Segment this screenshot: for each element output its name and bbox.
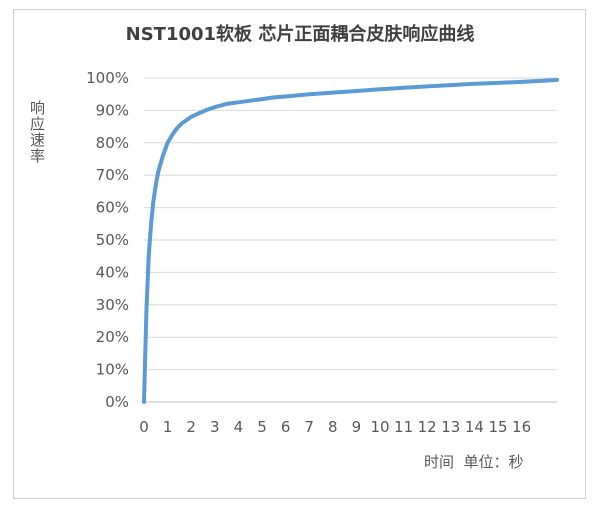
y-tick-label: 40% bbox=[96, 263, 129, 281]
y-tick-label: 80% bbox=[96, 134, 129, 152]
x-tick-label: 16 bbox=[512, 418, 531, 436]
y-tick-label: 50% bbox=[96, 231, 129, 249]
x-tick-label: 14 bbox=[465, 418, 484, 436]
y-tick-label: 30% bbox=[96, 296, 129, 314]
x-tick-label: 5 bbox=[257, 418, 267, 436]
x-tick-label: 11 bbox=[394, 418, 413, 436]
y-axis-label: 响应速率 bbox=[28, 100, 46, 164]
y-tick-label: 10% bbox=[96, 361, 129, 379]
x-axis-label: 时间 单位：秒 bbox=[424, 453, 524, 471]
gridlines bbox=[144, 77, 557, 403]
x-tick-label: 15 bbox=[488, 418, 507, 436]
x-tick-label: 6 bbox=[281, 418, 291, 436]
y-tick-label: 60% bbox=[96, 199, 129, 217]
x-tick-label: 4 bbox=[234, 418, 244, 436]
x-tick-label: 12 bbox=[418, 418, 437, 436]
y-tick-label: 90% bbox=[96, 101, 129, 119]
chart-title: NST1001软板 芯片正面耦合皮肤响应曲线 bbox=[125, 24, 475, 45]
chart-frame bbox=[13, 9, 586, 499]
y-tick-labels: 0% 10% 20% 30% 40% 50% 60% 70% 80% 90% 100% bbox=[86, 69, 129, 411]
x-tick-label: 3 bbox=[210, 418, 220, 436]
y-tick-label: 70% bbox=[96, 166, 129, 184]
y-tick-label: 0% bbox=[105, 393, 129, 411]
x-tick-label: 9 bbox=[352, 418, 362, 436]
series-lines bbox=[142, 77, 559, 404]
x-tick-label: 0 bbox=[139, 418, 149, 436]
x-tick-labels: 0 1 2 3 4 5 6 7 8 9 10 11 12 13 14 15 16 bbox=[139, 418, 531, 436]
x-tick-label: 7 bbox=[304, 418, 314, 436]
x-tick-label: 2 bbox=[186, 418, 196, 436]
x-tick-label: 1 bbox=[163, 418, 173, 436]
x-tick-label: 8 bbox=[328, 418, 338, 436]
y-tick-label: 100% bbox=[86, 69, 129, 87]
y-tick-label: 20% bbox=[96, 328, 129, 346]
series-line bbox=[142, 77, 559, 404]
x-tick-label: 13 bbox=[441, 418, 460, 436]
x-tick-label: 10 bbox=[370, 418, 389, 436]
